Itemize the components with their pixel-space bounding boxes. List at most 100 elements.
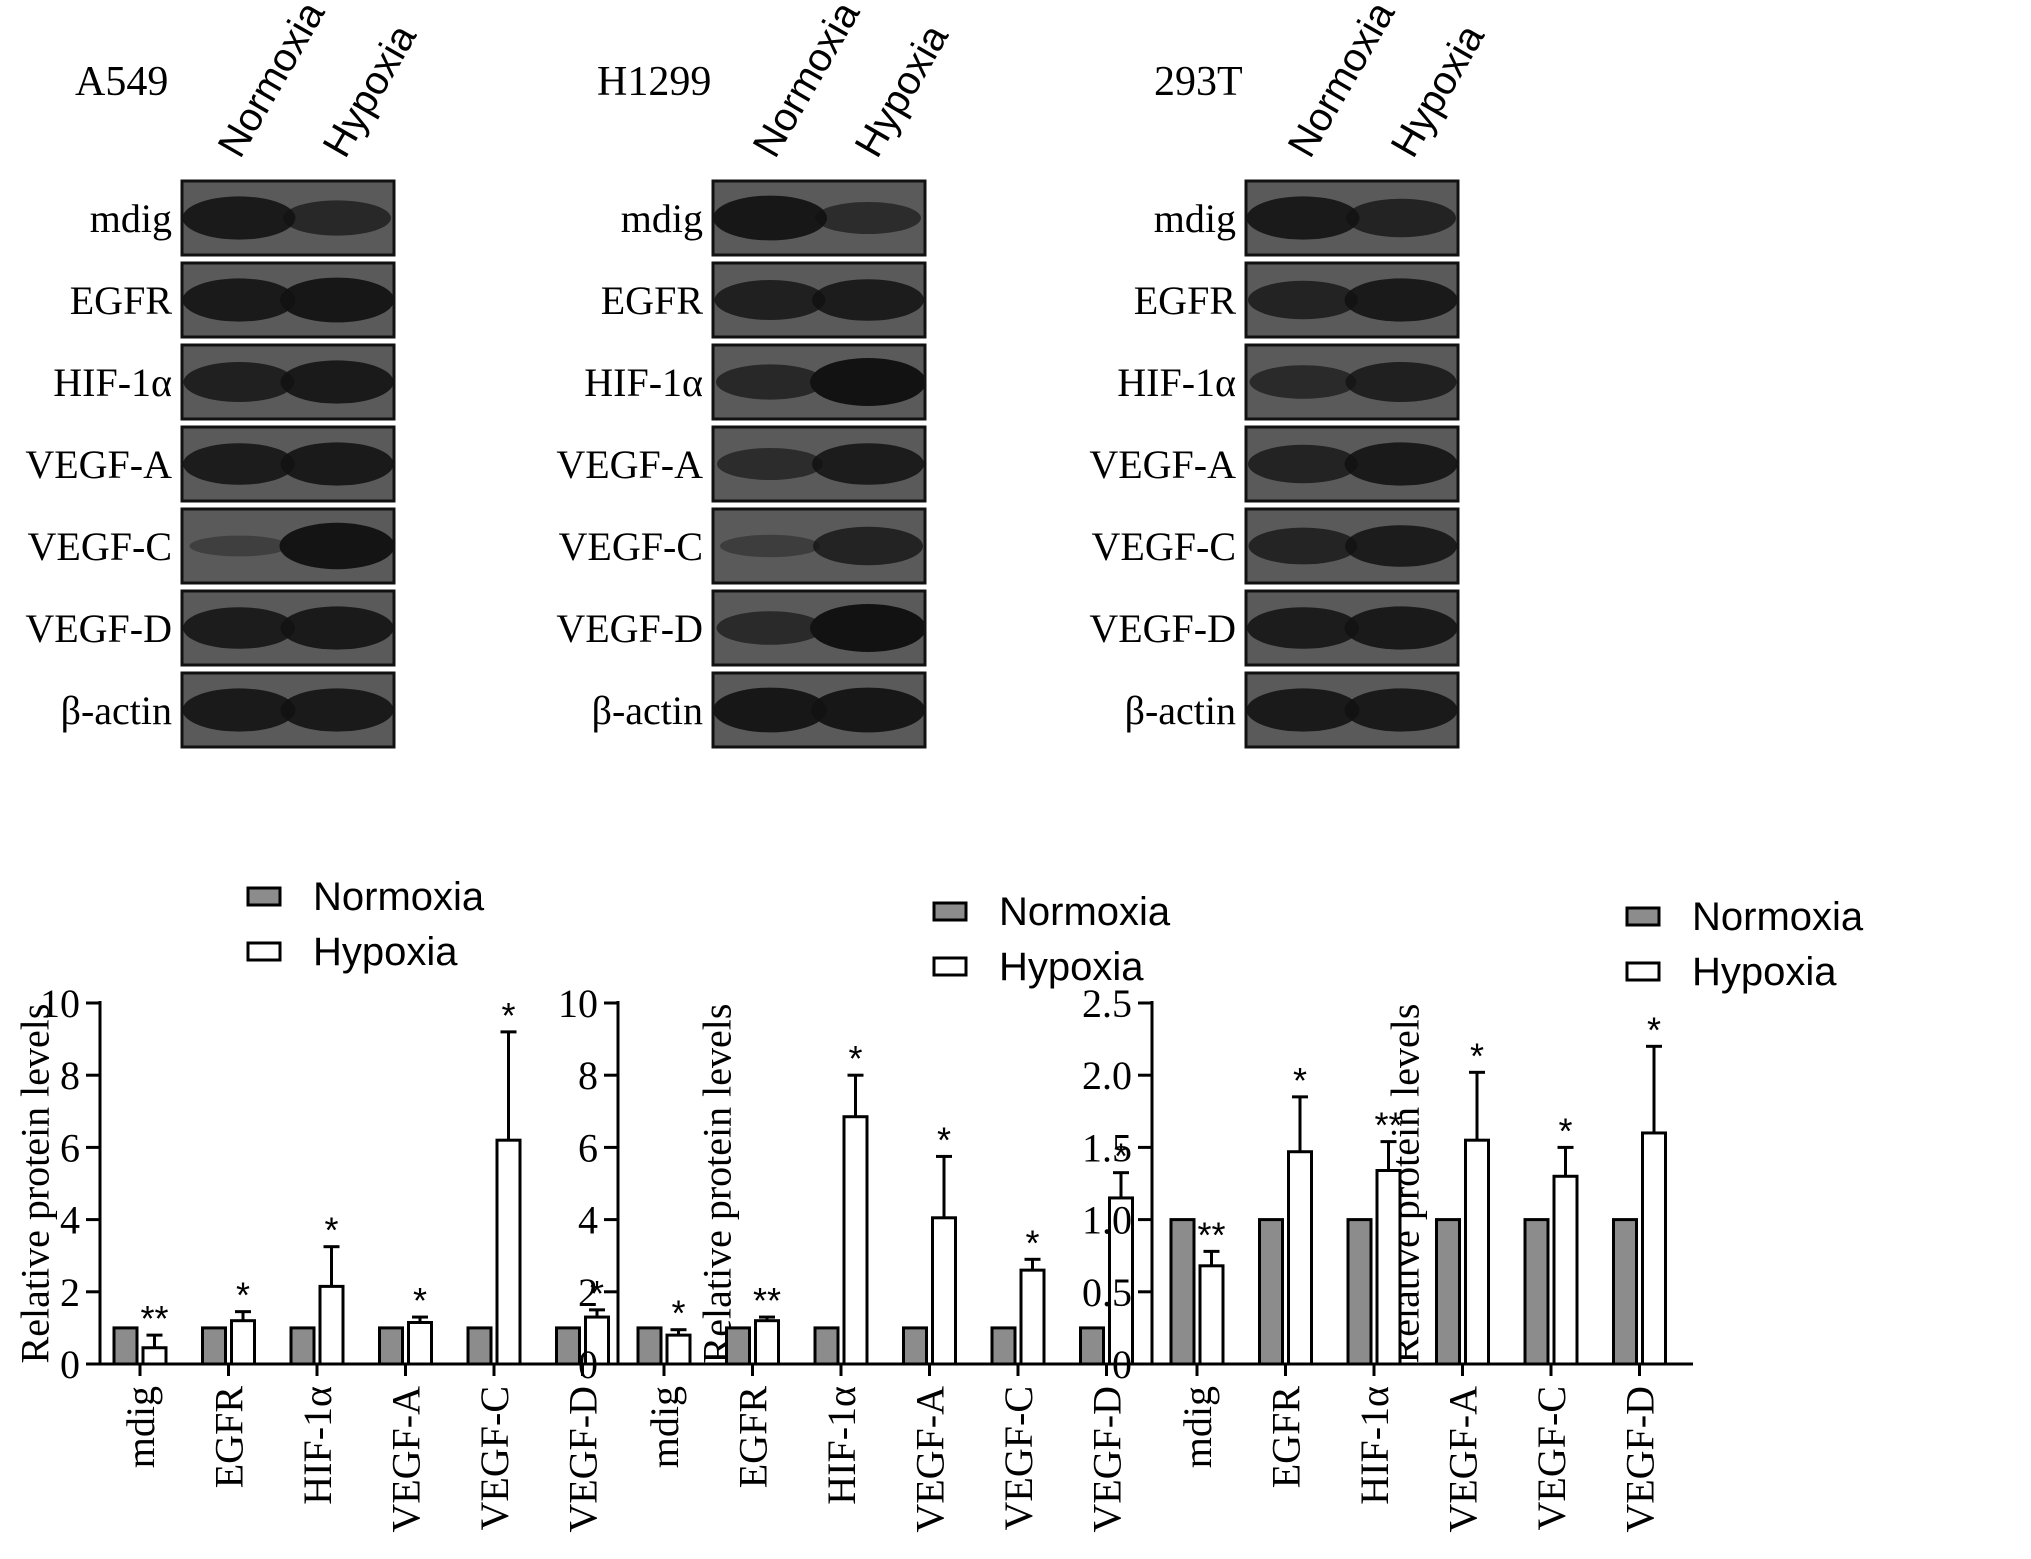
- bar-hypoxia: [842, 1115, 869, 1366]
- blot-row: VEGF-C: [28, 507, 396, 585]
- x-tick-label: VEGF-D: [1618, 1386, 1663, 1533]
- bar-normoxia: [636, 1326, 663, 1366]
- x-tick-label: mdig: [642, 1386, 687, 1468]
- bar-normoxia: [1079, 1326, 1105, 1366]
- band-normoxia: [182, 278, 296, 322]
- y-tick-label: 2.5: [1082, 981, 1132, 1026]
- band-hypoxia: [280, 277, 394, 323]
- band-hypoxia: [810, 358, 926, 406]
- bar-normoxia: [813, 1326, 840, 1366]
- legend-label: Normoxia: [999, 890, 1171, 934]
- band-normoxia: [1249, 365, 1357, 399]
- x-tick-label: mdig: [118, 1386, 163, 1468]
- band-hypoxia: [279, 522, 395, 570]
- blot-row: β-actin: [592, 671, 927, 749]
- band-normoxia: [1248, 444, 1358, 484]
- y-tick-label: 6: [60, 1125, 80, 1170]
- blot-panel-a549: A549 NormoxiaHypoxiamdigEGFRHIF-1αVEGF-AV…: [25, 0, 426, 749]
- legend-label: Hypoxia: [999, 945, 1144, 989]
- significance-marker: **: [1197, 1214, 1225, 1255]
- bar-hypoxia: [1552, 1174, 1579, 1366]
- legend-item: Normoxia: [1625, 895, 1864, 939]
- significance-marker: *: [590, 1273, 604, 1314]
- significance-marker: *: [1470, 1035, 1484, 1076]
- bar-normoxia: [112, 1326, 139, 1366]
- legend-item: Hypoxia: [246, 930, 458, 974]
- y-tick-label: 2.0: [1082, 1053, 1132, 1098]
- bar-normoxia: [555, 1326, 581, 1366]
- band-normoxia: [183, 443, 295, 485]
- protein-label: β-actin: [61, 688, 172, 733]
- protein-label: EGFR: [1134, 278, 1237, 323]
- protein-label: mdig: [621, 196, 703, 241]
- y-tick-label: 0: [578, 1342, 598, 1387]
- band-hypoxia: [1344, 442, 1458, 486]
- y-tick-label: 0.5: [1082, 1270, 1132, 1315]
- band-normoxia: [714, 280, 826, 320]
- band-hypoxia: [815, 202, 921, 234]
- x-tick-label: VEGF-A: [1441, 1386, 1486, 1533]
- legend-item: Normoxia: [246, 875, 485, 919]
- band-hypoxia: [283, 200, 391, 236]
- x-tick-label: HIF-1α: [819, 1386, 864, 1505]
- band-hypoxia: [1344, 606, 1458, 650]
- blot-row: EGFR: [1134, 261, 1460, 339]
- blot-row: HIF-1α: [584, 343, 927, 421]
- blot-row: VEGF-C: [1092, 507, 1460, 585]
- significance-marker: *: [1293, 1060, 1307, 1101]
- protein-label: EGFR: [601, 278, 704, 323]
- protein-label: HIF-1α: [1117, 360, 1236, 405]
- blot-row: VEGF-D: [1089, 589, 1460, 667]
- band-normoxia: [717, 448, 823, 480]
- bar-hypoxia: [495, 1138, 522, 1366]
- protein-label: β-actin: [592, 688, 703, 733]
- significance-marker: *: [848, 1038, 862, 1079]
- x-tick-label: mdig: [1175, 1386, 1220, 1468]
- y-tick-label: 8: [578, 1053, 598, 1098]
- protein-label: VEGF-A: [25, 442, 172, 487]
- blot-row: mdig: [621, 179, 927, 257]
- cell-line-title: H1299: [597, 59, 711, 105]
- y-tick-label: 0: [60, 1342, 80, 1387]
- band-normoxia: [183, 607, 295, 649]
- lane-label-hypoxia: Hypoxia: [315, 17, 426, 165]
- bar-hypoxia: [1375, 1169, 1402, 1366]
- blot-row: EGFR: [70, 261, 396, 339]
- bar-normoxia: [725, 1326, 751, 1366]
- x-tick-label: VEGF-A: [908, 1386, 953, 1533]
- blot-row: mdig: [90, 179, 396, 257]
- blot-panel-h1299: H1299 NormoxiaHypoxiamdigEGFRHIF-1αVEGF-A…: [556, 0, 958, 749]
- band-normoxia: [1248, 527, 1358, 565]
- legend-swatch: [246, 941, 282, 962]
- y-tick-label: 4: [578, 1198, 598, 1243]
- blot-row: EGFR: [601, 261, 927, 339]
- band-normoxia: [716, 364, 824, 400]
- legend-item: Hypoxia: [932, 945, 1144, 989]
- bar-normoxia: [378, 1326, 404, 1366]
- protein-label: VEGF-C: [559, 524, 703, 569]
- protein-label: HIF-1α: [584, 360, 703, 405]
- x-tick-label: VEGF-C: [996, 1386, 1041, 1530]
- blot-row: β-actin: [1125, 671, 1460, 749]
- bar-hypoxia: [754, 1319, 780, 1366]
- significance-marker: *: [1647, 1009, 1661, 1050]
- band-hypoxia: [1345, 525, 1457, 567]
- band-hypoxia: [810, 604, 926, 652]
- y-axis-label: Relative protein levels: [695, 1004, 740, 1364]
- x-tick-label: VEGF-D: [1085, 1386, 1130, 1533]
- protein-label: HIF-1α: [53, 360, 172, 405]
- significance-marker: *: [324, 1210, 338, 1251]
- significance-marker: **: [140, 1298, 168, 1339]
- bar-normoxia: [1612, 1218, 1638, 1366]
- blot-row: HIF-1α: [53, 343, 396, 421]
- bar-hypoxia: [318, 1284, 345, 1366]
- band-normoxia: [182, 688, 296, 732]
- blot-row: β-actin: [61, 671, 396, 749]
- y-tick-label: 8: [60, 1053, 80, 1098]
- blot-row: VEGF-C: [559, 507, 927, 585]
- lane-label-hypoxia: Hypoxia: [847, 17, 958, 165]
- blot-row: VEGF-D: [25, 589, 396, 667]
- significance-marker: *: [1114, 1136, 1128, 1177]
